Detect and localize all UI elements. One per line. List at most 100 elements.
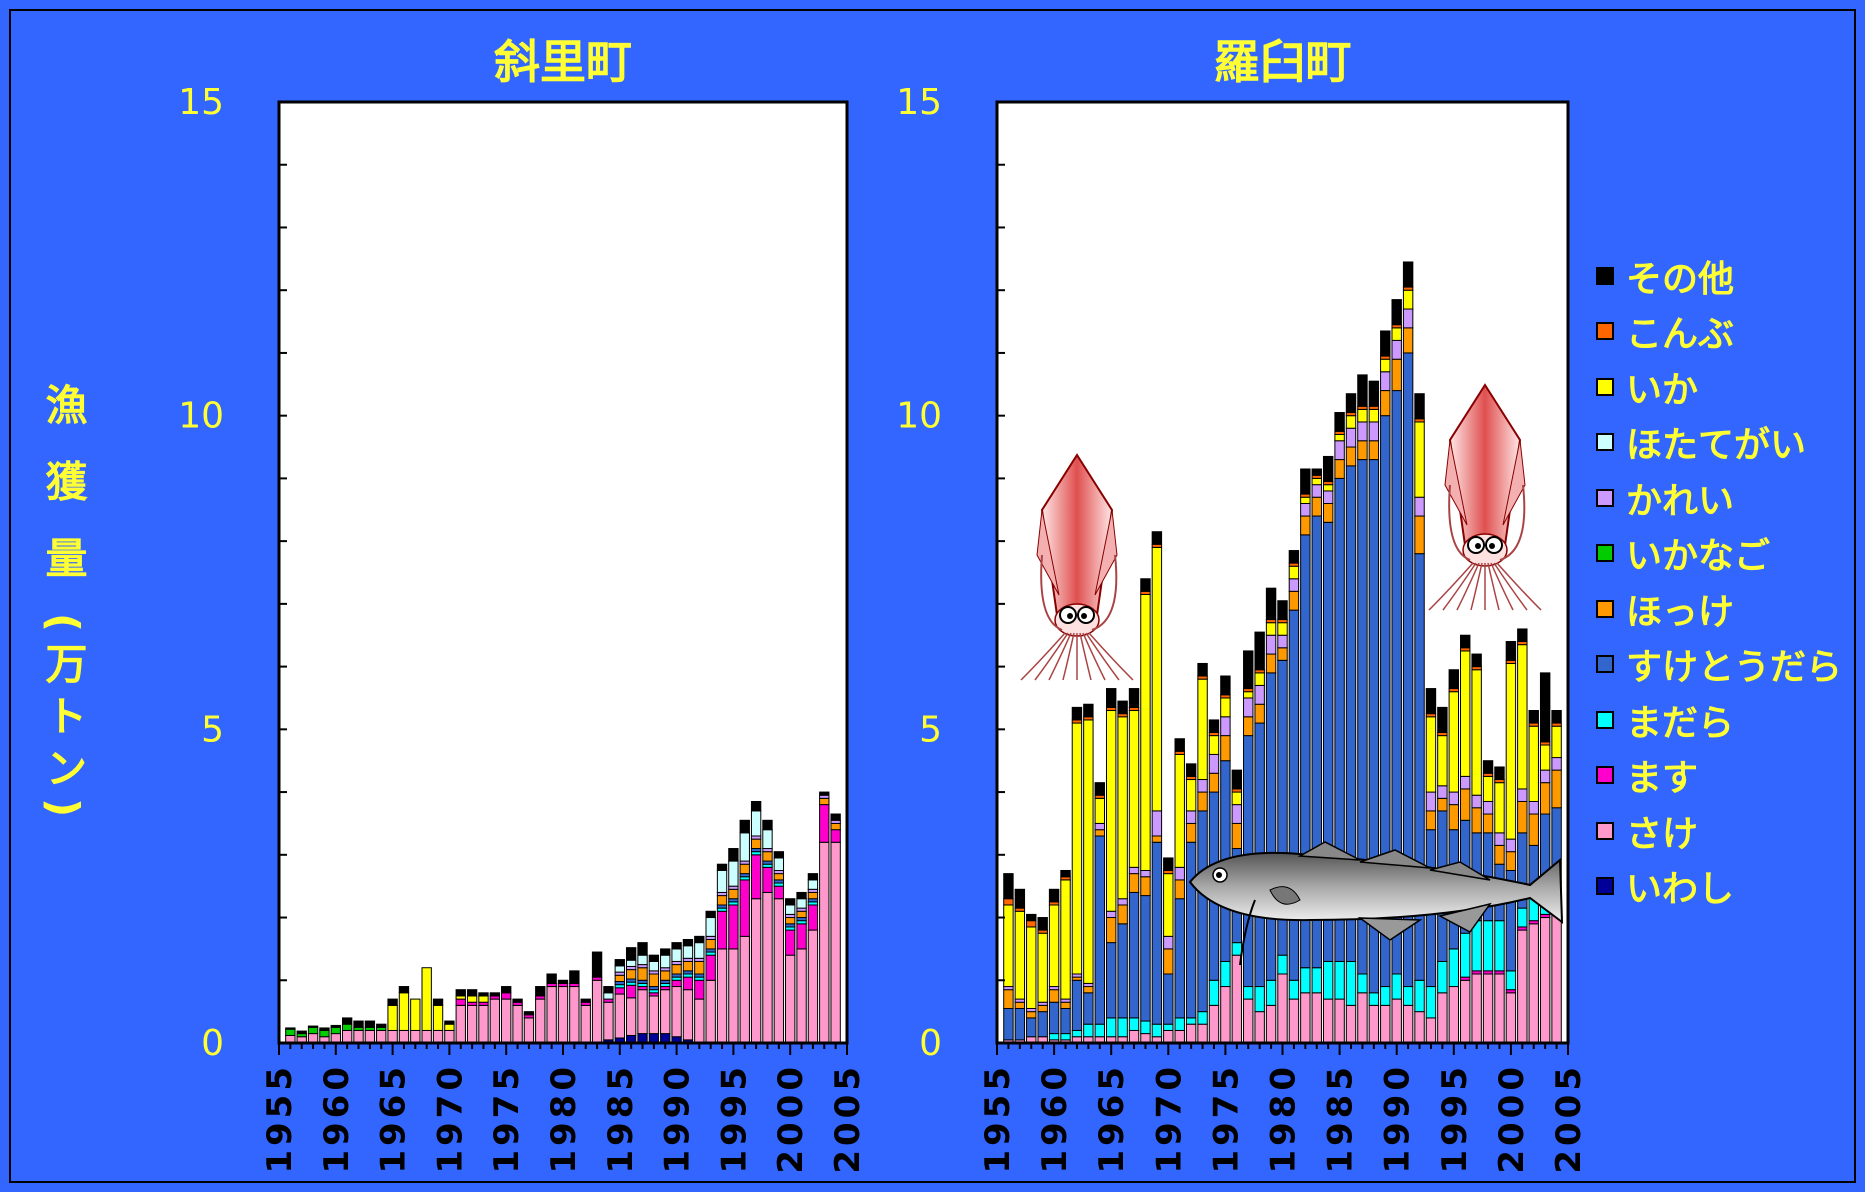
bar-segment [580,998,591,1003]
bar-segment [762,851,773,862]
bar-segment [1277,634,1288,649]
bar-segment [1551,769,1562,809]
chart-shari: 斜里町 0 5 10 15 1955 1960 1965 1970 1975 1980 1985 199… [178,35,868,1174]
bar-segment [1220,735,1231,762]
bar-segment [1220,697,1231,718]
bar-segment [1197,810,1208,1013]
bar-segment [785,954,796,1044]
bar-segment [728,904,739,950]
chart-title: 斜里町 [494,35,632,89]
x-tick-label: 1975 [487,1063,527,1174]
legend-label: こんぶ [1626,314,1735,356]
x-tick-label: 1980 [544,1063,584,1174]
legend-item: さけ [1596,803,1861,859]
bar-segment [1048,989,1060,1003]
legend-swatch [1596,266,1614,285]
bar-segment [796,923,807,950]
bar-segment [1174,1017,1185,1031]
legend-label: さけ [1626,813,1699,855]
bar-segment [580,1004,591,1044]
bar-segment [1322,490,1334,505]
bar-segment [353,1020,364,1028]
legend-item: こんぶ [1596,304,1861,360]
bar-segment [478,995,489,1003]
bar-segment [1460,775,1471,790]
bar-segment [1277,600,1288,621]
bar-segment [1048,1001,1060,1035]
bar-segment [1368,380,1380,407]
legend-item: いわし [1596,859,1861,915]
bar-segment [1380,371,1391,392]
bar-segment [1026,1011,1037,1019]
bar-segment [501,986,512,994]
bar-segment [376,1023,387,1028]
bar-segment [830,841,841,1044]
legend-label: ほたてがい [1626,425,1807,467]
bar-segment [1494,832,1505,846]
legend-item: その他 [1596,248,1861,304]
bar-segment [296,1030,307,1035]
bar-segment [1391,358,1402,392]
bar-segment [1094,782,1105,796]
bar-segment [750,838,762,850]
bar-segment [1026,913,1037,922]
bar-segment [1140,1020,1151,1035]
bar-segment [444,1023,455,1031]
x-tick-label: 1995 [714,1063,754,1174]
bar-segment [1003,1008,1014,1041]
bar-segment [750,810,762,837]
bar-segment [1402,289,1414,310]
bar-segment [807,891,819,900]
bar-segment [1151,841,1163,1025]
bar-segment [1174,1029,1185,1044]
bar-segment [1048,904,1060,988]
x-tick-label: 1960 [317,1063,357,1174]
bar-segment [1334,459,1345,479]
bar-segment [1494,782,1505,834]
bar-segment [1528,725,1539,802]
bar-segment [1460,932,1471,978]
bar-segment [1105,710,1117,912]
bar-segment [648,995,660,1035]
bar-segment [1163,873,1174,937]
bar-segment [535,998,546,1044]
bar-segment [387,1004,398,1031]
bar-segment [1494,920,1505,972]
bar-segment [807,904,819,931]
bar-segment [1265,1004,1277,1044]
bar-segment [1368,992,1380,1006]
y-tick-label: 10 [178,396,224,437]
bar-segment [819,797,830,806]
bar-segment [671,979,682,988]
bar-segment [1528,813,1539,846]
bar-segment [694,942,705,959]
bar-segment [410,998,421,1031]
bar-segment [807,873,819,881]
bar-segment [1300,468,1311,495]
legend-swatch [1596,322,1614,341]
bar-segment [1265,622,1277,636]
bar-segment [1311,484,1322,498]
bar-segment [1517,788,1528,802]
bar-segment [1311,477,1322,486]
bar-segment [1448,791,1460,806]
bar-segment [614,974,625,983]
bar-segment [705,954,716,981]
legend-item: ます [1596,748,1861,804]
bar-segment [705,979,716,1044]
bar-segment [1140,578,1151,592]
bar-segment [682,960,694,972]
bar-segment [1414,1011,1425,1044]
x-tick-label: 1970 [1149,1063,1189,1174]
bar-segment [1060,1008,1071,1035]
bar-segment [1414,515,1425,555]
bar-segment [557,986,569,1044]
bar-segment [1265,587,1277,621]
bar-segment [1334,960,1345,1000]
bar-segment [1471,807,1482,834]
bar-segment [1231,804,1243,824]
bar-segment [1288,565,1300,580]
bar-segment [750,800,762,812]
bar-segment [705,910,716,919]
bar-segment [285,1028,296,1036]
